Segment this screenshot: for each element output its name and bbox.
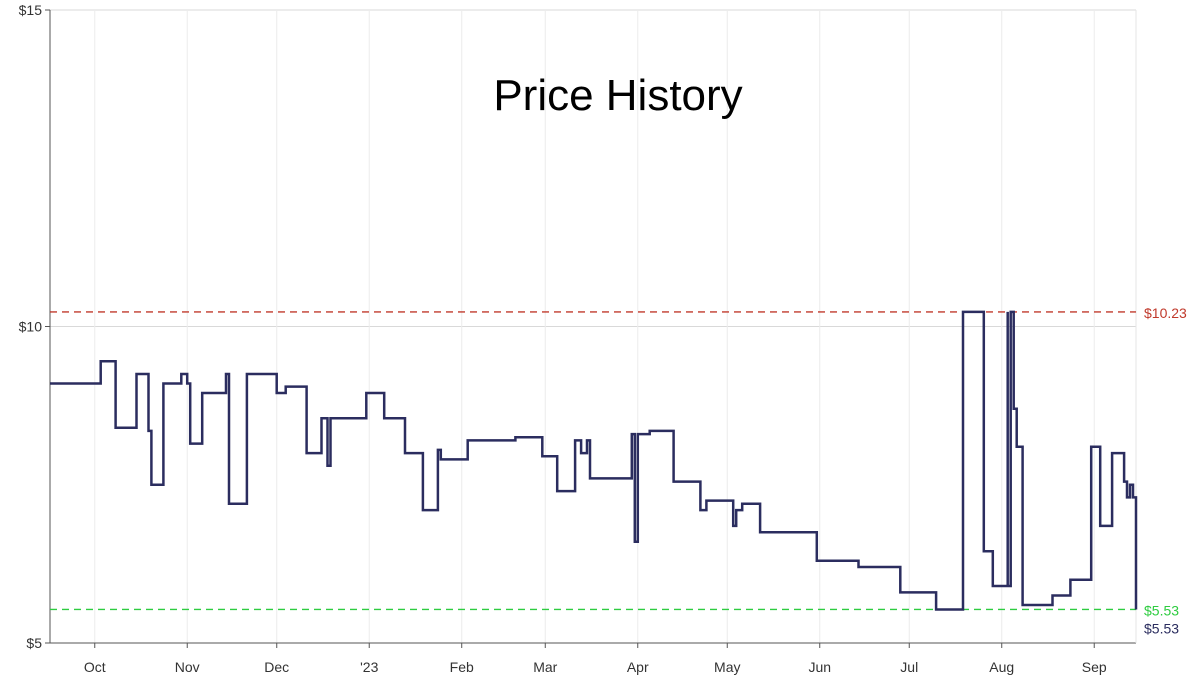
y-tick-label: $15 [19, 2, 43, 18]
y-tick-label: $5 [26, 635, 42, 651]
reference-line-label: $10.23 [1144, 305, 1187, 321]
price-series-line [50, 310, 1138, 611]
x-tick-label: Jul [900, 659, 918, 675]
y-tick-label: $10 [19, 319, 43, 335]
x-tick-label: Apr [627, 659, 649, 675]
chart-title: Price History [493, 71, 742, 120]
x-tick-label: May [714, 659, 740, 675]
reference-line-label: $5.53 [1144, 602, 1179, 618]
x-tick-label: '23 [360, 659, 378, 675]
x-tick-label: Sep [1082, 659, 1107, 675]
x-axis-ticks: Oct Nov Dec '23 Feb Mar Apr May Jun Jul Aug Sep [84, 659, 1107, 675]
x-tick-label: Aug [989, 659, 1014, 675]
reference-lines: $10.23 $5.53 [50, 305, 1187, 618]
x-tick-label: Mar [533, 659, 557, 675]
x-tick-label: Dec [264, 659, 289, 675]
x-tick-label: Feb [450, 659, 474, 675]
grid [50, 9, 1136, 644]
x-tick-label: Jun [808, 659, 831, 675]
x-tick-label: Nov [175, 659, 200, 675]
current-price-label: $5.53 [1144, 620, 1179, 636]
y-axis-ticks: $5 $10 $15 [19, 2, 43, 651]
x-tick-label: Oct [84, 659, 106, 675]
